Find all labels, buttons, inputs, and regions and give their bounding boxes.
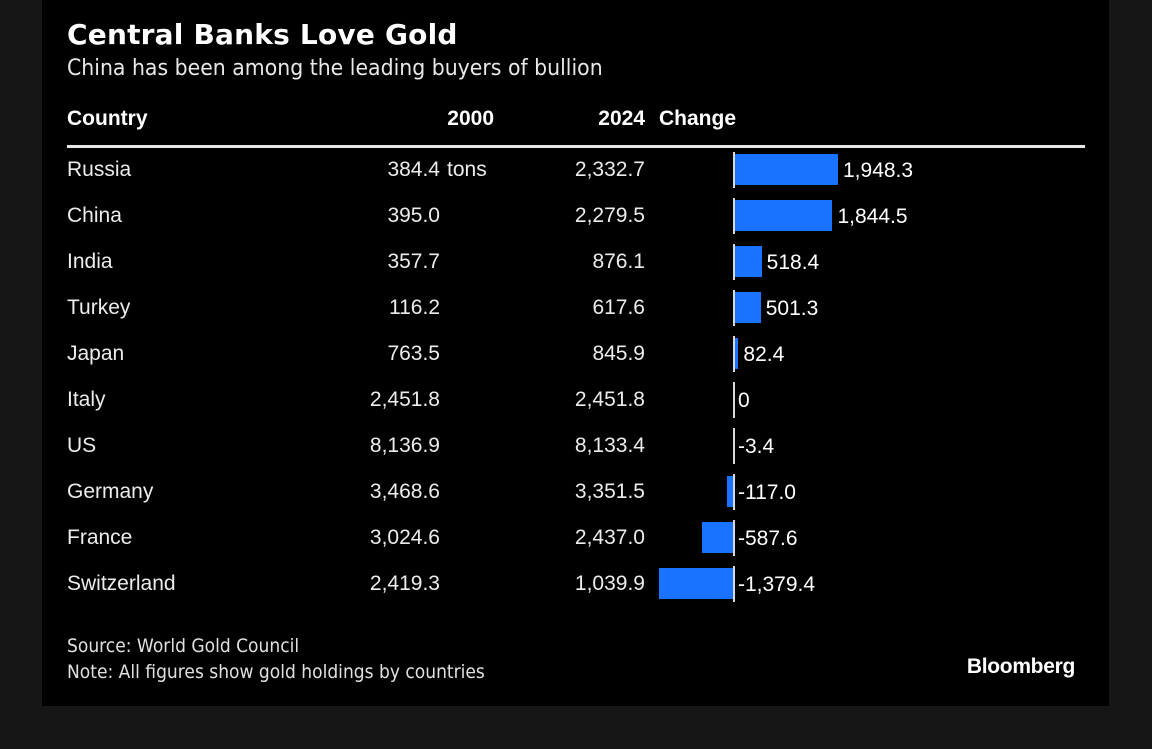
value-2024: 617.6 [592, 296, 645, 319]
value-2000: 3,468.6 [369, 480, 440, 503]
column-header-change: Change [659, 107, 737, 130]
value-2000: 116.2 [389, 296, 440, 319]
column-header-2024: 2024 [598, 107, 645, 130]
zero-axis-line [733, 198, 735, 234]
zero-axis-line [733, 520, 735, 556]
change-bar [726, 476, 733, 507]
column-header-2000: 2000 [447, 107, 494, 130]
value-2024: 876.1 [592, 250, 645, 273]
country-name: India [67, 250, 113, 273]
country-name: Switzerland [67, 572, 176, 595]
change-label: -3.4 [738, 435, 775, 458]
change-label: -587.6 [738, 527, 798, 550]
header-rule [67, 145, 1085, 148]
chart-panel: Central Banks Love Gold China has been a… [42, 0, 1109, 706]
zero-axis-line [733, 244, 735, 280]
change-label: 1,948.3 [843, 159, 914, 182]
value-2024: 2,279.5 [574, 204, 645, 227]
value-2000: 3,024.6 [369, 526, 440, 549]
change-bar [659, 568, 733, 599]
footnote: Note: All figures show gold holdings by … [67, 661, 485, 683]
table-row: France 3,024.6 2,437.0 -587.6 [42, 515, 1109, 561]
value-2000: 2,451.8 [369, 388, 440, 411]
zero-axis-line [733, 474, 735, 510]
chart-title: Central Banks Love Gold [67, 18, 458, 51]
change-label: 82.4 [743, 343, 785, 366]
value-2000: 763.5 [387, 342, 440, 365]
zero-axis-line [733, 428, 735, 464]
value-2000: 395.0 [387, 204, 440, 227]
change-bar [734, 200, 833, 231]
value-2024: 8,133.4 [574, 434, 645, 457]
change-label: -1,379.4 [738, 573, 816, 596]
zero-axis-line [733, 566, 735, 602]
change-bar [734, 338, 739, 369]
country-name: Italy [67, 388, 106, 411]
column-header-country: Country [67, 107, 148, 130]
change-label: 501.3 [765, 297, 819, 320]
country-name: China [67, 204, 122, 227]
table-row: China 395.0 2,279.5 1,844.5 [42, 193, 1109, 239]
zero-axis-line [733, 290, 735, 326]
table-row: Turkey 116.2 617.6 501.3 [42, 285, 1109, 331]
value-2024: 845.9 [592, 342, 645, 365]
table-row: Russia 384.4 tons 2,332.7 1,948.3 [42, 147, 1109, 193]
table-row: Japan 763.5 845.9 82.4 [42, 331, 1109, 377]
source-note: Source: World Gold Council [67, 635, 300, 657]
country-name: Germany [67, 480, 154, 503]
change-bar [734, 292, 761, 323]
value-2024: 2,437.0 [574, 526, 645, 549]
table-row: Germany 3,468.6 3,351.5 -117.0 [42, 469, 1109, 515]
value-2024: 2,451.8 [574, 388, 645, 411]
zero-axis-line [733, 336, 735, 372]
country-name: US [67, 434, 97, 457]
table-row: US 8,136.9 8,133.4 -3.4 [42, 423, 1109, 469]
value-2000: 384.4 [387, 158, 440, 181]
unit-label: tons [447, 158, 487, 181]
value-2024: 1,039.9 [574, 572, 645, 595]
change-bar [701, 522, 733, 553]
value-2024: 2,332.7 [574, 158, 645, 181]
chart-subtitle: China has been among the leading buyers … [67, 56, 603, 81]
change-label: 518.4 [766, 251, 820, 274]
country-name: France [67, 526, 133, 549]
table-row: Italy 2,451.8 2,451.8 0 [42, 377, 1109, 423]
country-name: Turkey [67, 296, 131, 319]
change-label: 0 [738, 389, 750, 412]
bloomberg-logo: Bloomberg [966, 655, 1075, 678]
change-label: 1,844.5 [837, 205, 908, 228]
table-row: India 357.7 876.1 518.4 [42, 239, 1109, 285]
country-name: Japan [67, 342, 125, 365]
value-2000: 8,136.9 [369, 434, 440, 457]
table-row: Switzerland 2,419.3 1,039.9 -1,379.4 [42, 561, 1109, 607]
change-bar [734, 246, 762, 277]
change-label: -117.0 [738, 481, 796, 504]
country-name: Russia [67, 158, 132, 181]
zero-axis-line [733, 152, 735, 188]
change-bar [734, 154, 838, 185]
value-2024: 3,351.5 [574, 480, 645, 503]
zero-axis-line [733, 382, 735, 418]
value-2000: 2,419.3 [369, 572, 440, 595]
value-2000: 357.7 [387, 250, 440, 273]
